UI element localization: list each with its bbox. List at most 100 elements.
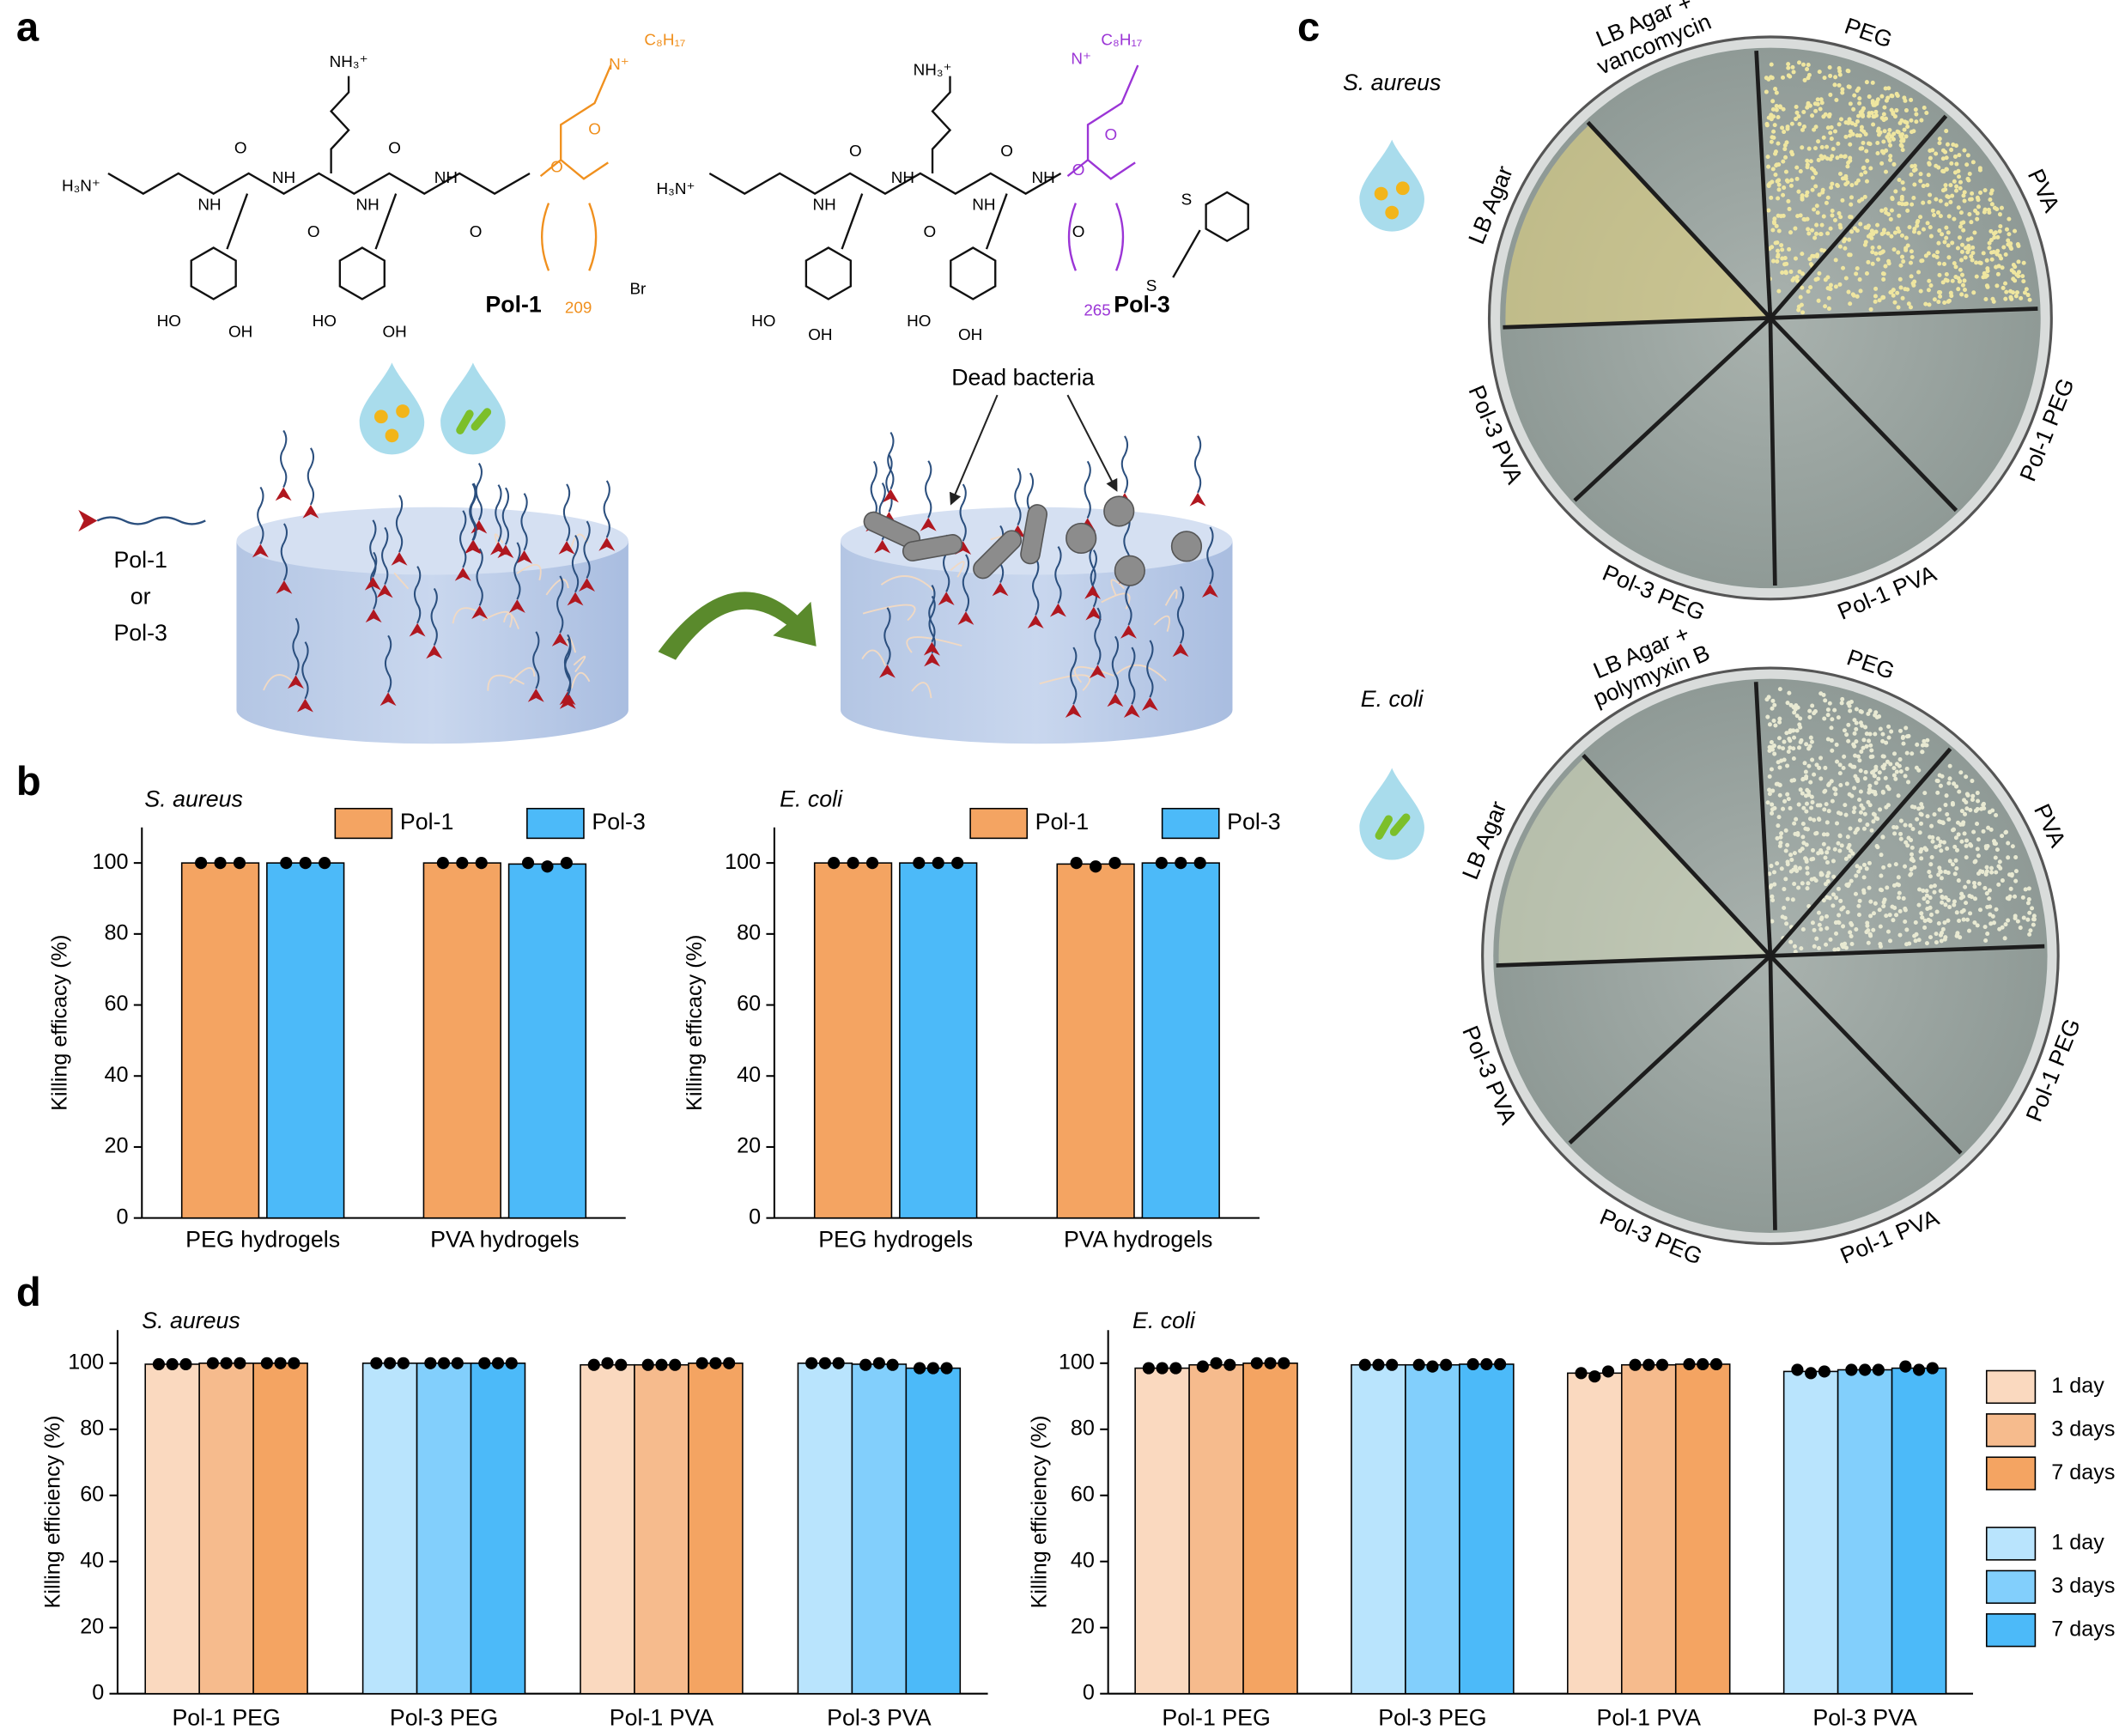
tether-chain bbox=[369, 551, 378, 610]
colony bbox=[1892, 751, 1897, 756]
colony bbox=[1946, 194, 1951, 200]
colony bbox=[1891, 137, 1896, 142]
colony bbox=[1978, 260, 1983, 265]
colony bbox=[1964, 838, 1970, 843]
sector-line bbox=[1573, 316, 1772, 502]
colony bbox=[1972, 896, 1978, 901]
colony bbox=[1892, 300, 1897, 305]
atom-label: O bbox=[470, 223, 483, 241]
colony bbox=[1776, 196, 1781, 201]
colony bbox=[1898, 836, 1903, 841]
colony bbox=[1873, 710, 1879, 715]
colony bbox=[2019, 295, 2024, 300]
colony bbox=[1943, 935, 1948, 940]
colony bbox=[1952, 781, 1957, 786]
colony bbox=[1891, 824, 1897, 830]
colony bbox=[1916, 806, 1922, 811]
colony bbox=[1929, 854, 1934, 859]
anchor bbox=[579, 578, 596, 592]
rod bbox=[456, 410, 474, 434]
tether-chain bbox=[962, 554, 970, 612]
colony bbox=[1843, 134, 1849, 139]
colony bbox=[1777, 792, 1782, 798]
colony bbox=[2025, 293, 2031, 298]
colony bbox=[1787, 690, 1792, 695]
anchor bbox=[558, 541, 575, 555]
replicate-dot bbox=[601, 1357, 614, 1369]
y-tick-label: 0 bbox=[1083, 1680, 1095, 1704]
colony bbox=[1859, 172, 1864, 177]
colony bbox=[1817, 817, 1822, 822]
tether-chain bbox=[532, 631, 540, 689]
network bbox=[263, 674, 296, 691]
colony bbox=[1831, 892, 1836, 897]
atom-label: OH bbox=[382, 324, 406, 342]
colony bbox=[1953, 143, 1958, 149]
colony bbox=[1995, 283, 2000, 288]
colony bbox=[1992, 235, 1997, 240]
colony bbox=[1773, 723, 1778, 728]
colony bbox=[2008, 886, 2013, 891]
colony bbox=[1930, 839, 1935, 844]
colony bbox=[2022, 290, 2027, 295]
colony bbox=[1983, 297, 1988, 302]
atom-label: NH bbox=[355, 197, 379, 215]
replicate-dot bbox=[166, 1357, 179, 1371]
colony bbox=[1787, 246, 1792, 252]
colony bbox=[1988, 228, 1994, 234]
replicate-dot bbox=[951, 857, 964, 870]
colony bbox=[1776, 744, 1782, 750]
colony bbox=[1963, 255, 1968, 260]
colony bbox=[1861, 737, 1867, 743]
colony bbox=[1962, 190, 1967, 195]
anchor bbox=[1089, 665, 1106, 679]
colony bbox=[1771, 870, 1776, 875]
colony bbox=[1770, 698, 1776, 703]
colony bbox=[1885, 929, 1891, 934]
colony bbox=[1938, 932, 1943, 938]
anchor bbox=[1049, 603, 1066, 617]
y-tick-label: 0 bbox=[92, 1680, 104, 1704]
colony bbox=[1893, 189, 1898, 194]
colony bbox=[1812, 167, 1817, 173]
colony bbox=[1817, 945, 1822, 950]
colony bbox=[1827, 701, 1832, 706]
colony bbox=[1786, 797, 1791, 802]
colony bbox=[2011, 262, 2016, 267]
colony bbox=[1833, 258, 1838, 263]
colony bbox=[1919, 911, 1924, 916]
x-tick-label: Pol-1 PVA bbox=[610, 1705, 714, 1731]
colony bbox=[1800, 252, 1805, 257]
colony bbox=[1817, 765, 1822, 770]
colony bbox=[1896, 250, 1901, 255]
atom-label: H₃N⁺ bbox=[62, 178, 100, 196]
bond bbox=[985, 193, 1008, 250]
replicate-dot bbox=[475, 857, 488, 870]
colony bbox=[1952, 216, 1957, 222]
colony bbox=[1892, 230, 1897, 235]
colony bbox=[1843, 182, 1849, 187]
colony bbox=[1887, 863, 1892, 868]
colony bbox=[1895, 226, 1900, 231]
bar bbox=[470, 1363, 526, 1695]
colony bbox=[1770, 894, 1775, 899]
colony bbox=[1967, 171, 1972, 176]
colony bbox=[1997, 228, 2002, 234]
colony bbox=[1784, 178, 1789, 183]
legend-label: Pol-1 bbox=[1035, 809, 1089, 835]
colony bbox=[1818, 847, 1824, 853]
colony bbox=[1846, 84, 1851, 89]
colony bbox=[1862, 776, 1867, 781]
colony bbox=[1975, 847, 1980, 852]
bar bbox=[813, 862, 893, 1219]
colony bbox=[1919, 118, 1924, 123]
colony bbox=[1906, 835, 1911, 841]
colony bbox=[1821, 135, 1826, 140]
colony bbox=[1805, 162, 1810, 167]
colony bbox=[1878, 944, 1884, 949]
x-tick-label: Pol-3 PVA bbox=[827, 1705, 932, 1731]
colony bbox=[1997, 926, 2002, 932]
replicate-dot bbox=[214, 857, 227, 870]
colony bbox=[1854, 720, 1859, 725]
atom-label: C₈H₁₇ bbox=[644, 32, 685, 50]
